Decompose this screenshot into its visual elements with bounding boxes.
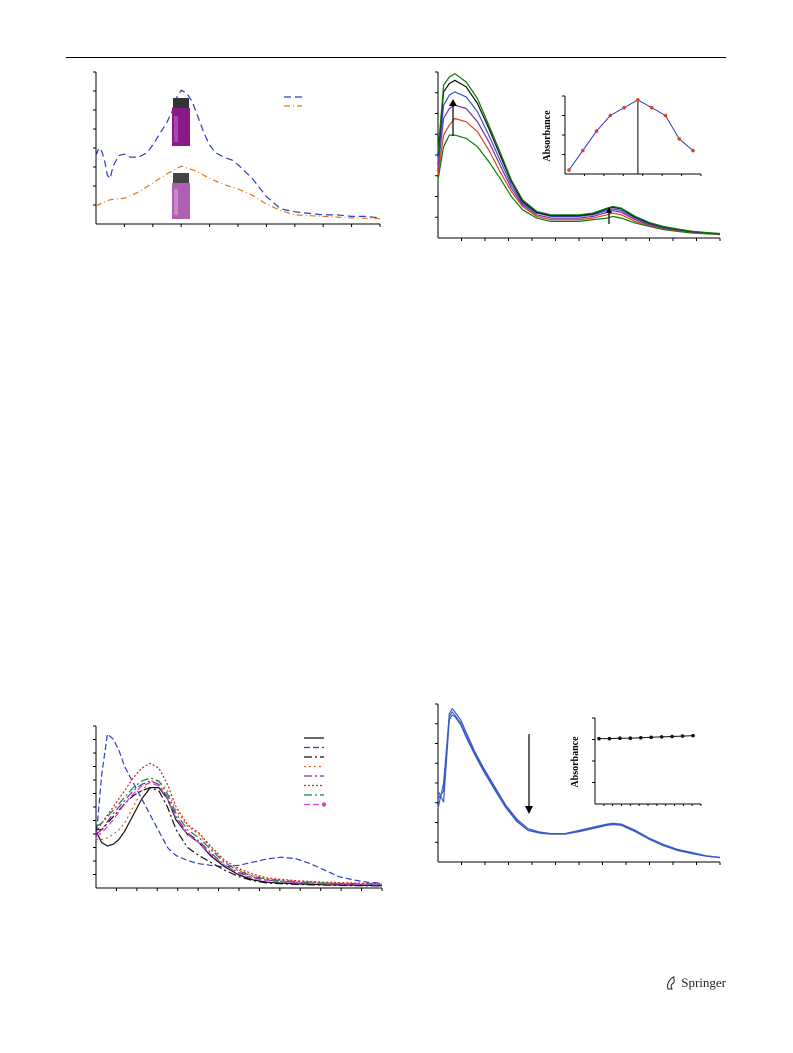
- figure-b-chart: Absorbance: [435, 71, 721, 241]
- series-line-4: [96, 780, 383, 885]
- x-ticks: [461, 238, 721, 241]
- figure-a-chart: [93, 71, 381, 227]
- inset-point: [691, 733, 695, 738]
- inset-ylabel: Absorbance: [542, 110, 553, 162]
- inset-chart: [592, 717, 702, 806]
- series-line-7: [95, 777, 383, 885]
- x-ticks: [123, 224, 381, 227]
- inset-point: [636, 98, 640, 102]
- inset-point: [649, 105, 654, 110]
- inset-point: [597, 736, 601, 741]
- series-line-1: [95, 786, 383, 887]
- legend: [304, 737, 327, 807]
- inset-point: [622, 105, 626, 110]
- series-line-5: [95, 780, 383, 886]
- vial-light-icon: [172, 173, 190, 219]
- inset-point: [670, 734, 674, 739]
- series-line-1: [95, 89, 381, 219]
- series-line-6: [95, 762, 383, 885]
- series-line-5: [437, 79, 721, 235]
- series-line-6: [437, 73, 721, 235]
- inset-point: [659, 735, 664, 739]
- series-group: [437, 73, 721, 236]
- axes: [437, 72, 720, 239]
- legend: [284, 96, 302, 107]
- series-line-8: [95, 782, 383, 886]
- series-line-2: [95, 733, 383, 884]
- figure-c-chart: [93, 725, 383, 891]
- series-line-3: [437, 714, 721, 859]
- header-rule: [66, 57, 726, 58]
- inset-point: [607, 736, 612, 741]
- inset-chart: [562, 95, 702, 176]
- y-ticks: [93, 725, 96, 875]
- inset-point: [618, 736, 622, 741]
- inset-point: [580, 148, 585, 153]
- series-line-4: [437, 91, 721, 235]
- y-ticks: [93, 71, 96, 206]
- axes: [95, 726, 382, 889]
- inset-point: [691, 148, 695, 153]
- x-ticks: [461, 862, 721, 865]
- inset-point: [638, 735, 643, 740]
- inset-point: [608, 113, 613, 118]
- series-group: [95, 733, 383, 887]
- inset-series-line: [568, 99, 694, 171]
- inset-point: [567, 168, 571, 172]
- inset-point: [594, 129, 599, 133]
- inset-series-line: [599, 735, 694, 740]
- publisher-brand: Springer: [665, 975, 726, 991]
- series-line-2: [437, 117, 721, 235]
- series-line-1: [437, 134, 721, 236]
- series-line-2: [95, 165, 381, 220]
- arrow-up-2: [606, 207, 612, 224]
- inset-point: [649, 735, 654, 740]
- springer-horse-icon: [667, 976, 676, 990]
- figure-d-chart: Absorbance: [435, 703, 721, 865]
- inset-ylabel: Absorbance: [570, 736, 581, 788]
- inset-point: [677, 137, 682, 141]
- axes: [95, 72, 380, 225]
- legend-marker: [321, 802, 327, 807]
- vial-dark-icon: [172, 98, 190, 146]
- arrow-up-1: [449, 99, 457, 136]
- publisher-name: Springer: [681, 975, 726, 990]
- series-group: [95, 89, 381, 220]
- arrow-down: [525, 734, 533, 814]
- x-ticks: [115, 888, 383, 891]
- series-group: [437, 708, 721, 859]
- y-ticks: [435, 703, 438, 843]
- inset-point: [680, 734, 685, 738]
- y-ticks: [435, 71, 438, 218]
- series-line-3: [96, 786, 383, 887]
- inset-point: [628, 736, 633, 741]
- inset-point: [663, 113, 668, 118]
